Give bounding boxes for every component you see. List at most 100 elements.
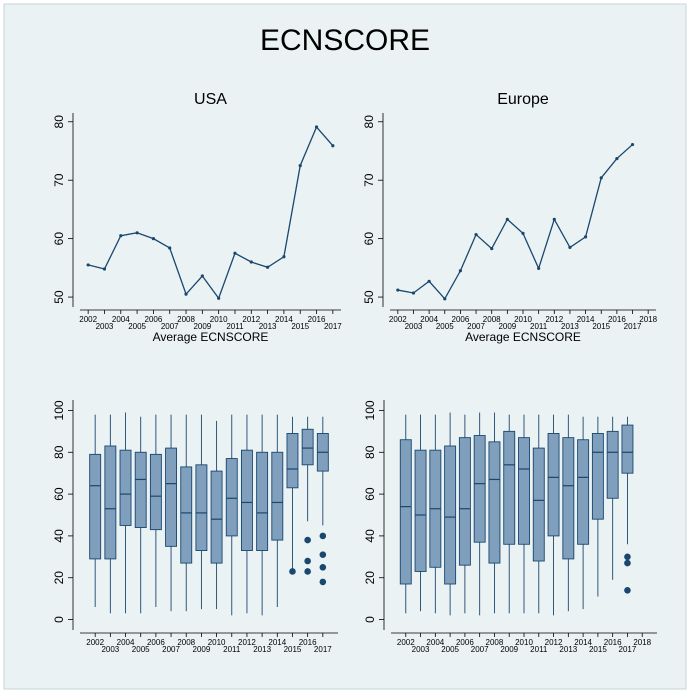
box xyxy=(119,449,132,526)
point xyxy=(217,296,221,300)
x-tick-label: 2003 xyxy=(101,645,119,654)
x-tick-label: 2010 xyxy=(515,638,533,647)
point xyxy=(151,237,156,241)
y-tick-label: 80 xyxy=(362,115,376,129)
y-tick-label: 60 xyxy=(363,487,377,501)
y-tick-label: 100 xyxy=(52,400,66,420)
x-tick-label: 2016 xyxy=(308,315,326,324)
box xyxy=(562,437,575,560)
point xyxy=(249,260,253,264)
outlier xyxy=(289,568,296,575)
point xyxy=(630,142,635,147)
outlier xyxy=(319,578,327,586)
y-tick-label: 50 xyxy=(362,290,376,304)
x-tick-label: 2005 xyxy=(128,322,146,331)
x-tick-label: 2009 xyxy=(193,322,211,331)
x-tick-label: 2007 xyxy=(467,322,485,331)
x-tick-label: 2014 xyxy=(268,638,286,647)
x-tick-label: 2017 xyxy=(324,322,342,331)
point xyxy=(537,266,541,271)
x-tick-label: 2008 xyxy=(483,315,501,324)
box xyxy=(195,464,208,551)
x-axis-title: Average ECNSCORE xyxy=(153,330,269,344)
box xyxy=(606,430,619,499)
x-tick-label: 2016 xyxy=(604,638,622,647)
point xyxy=(474,232,478,237)
x-tick-label: 2006 xyxy=(145,315,163,324)
point xyxy=(583,235,588,239)
point xyxy=(490,246,494,251)
box xyxy=(165,447,178,547)
panel-title: USA xyxy=(194,91,227,108)
outlier xyxy=(624,586,631,594)
outlier xyxy=(304,568,311,575)
point xyxy=(265,265,270,269)
x-tick-label: 2018 xyxy=(639,315,657,324)
box xyxy=(149,453,162,531)
y-tick-label: 80 xyxy=(52,445,66,459)
x-tick-label: 2008 xyxy=(486,638,504,647)
panel-title: Europe xyxy=(497,91,549,108)
x-tick-label: 2007 xyxy=(471,645,489,654)
line xyxy=(397,144,633,300)
x-tick-label: 2003 xyxy=(96,322,114,331)
box xyxy=(458,437,471,566)
box xyxy=(547,433,560,537)
x-tick-label: 2009 xyxy=(500,645,518,654)
chart-title: ECNSCORE xyxy=(260,24,430,57)
x-tick-label: 2009 xyxy=(498,322,516,331)
box xyxy=(488,441,501,564)
point xyxy=(168,246,172,250)
x-tick-label: 2012 xyxy=(545,638,563,647)
y-tick-label: 60 xyxy=(52,232,66,246)
box xyxy=(104,445,117,560)
x-tick-label: 2009 xyxy=(193,645,211,654)
y-tick-label: 40 xyxy=(52,529,66,543)
x-tick-label: 2015 xyxy=(284,645,302,654)
x-tick-label: 2013 xyxy=(259,322,277,331)
x-tick-label: 2016 xyxy=(299,638,317,647)
x-tick-label: 2006 xyxy=(456,638,474,647)
box xyxy=(444,445,457,585)
outlier xyxy=(319,532,327,540)
x-tick-label: 2017 xyxy=(314,645,332,654)
point xyxy=(552,217,556,221)
x-tick-label: 2005 xyxy=(132,645,150,654)
y-tick-label: 0 xyxy=(363,616,377,623)
y-tick-label: 70 xyxy=(52,173,66,187)
point xyxy=(521,231,525,235)
x-axis-title: Average ECNSCORE xyxy=(465,330,581,344)
box xyxy=(225,458,238,537)
box xyxy=(532,447,545,562)
outlier xyxy=(319,563,327,571)
outlier xyxy=(304,536,311,544)
x-tick-label: 2010 xyxy=(514,315,532,324)
point xyxy=(427,279,431,283)
x-tick-label: 2011 xyxy=(530,322,548,331)
point xyxy=(568,245,572,249)
box xyxy=(399,439,412,585)
box xyxy=(240,449,253,551)
box xyxy=(210,470,223,564)
x-tick-label: 2004 xyxy=(426,638,444,647)
y-tick-label: 50 xyxy=(52,290,66,304)
x-tick-label: 2005 xyxy=(436,322,454,331)
x-tick-label: 2015 xyxy=(589,645,607,654)
y-tick-label: 100 xyxy=(363,400,377,420)
y-tick-label: 80 xyxy=(52,115,66,129)
x-tick-label: 2010 xyxy=(208,638,226,647)
x-tick-label: 2002 xyxy=(79,315,97,324)
x-tick-label: 2012 xyxy=(242,315,260,324)
point xyxy=(443,297,447,301)
box xyxy=(473,435,486,543)
point xyxy=(200,274,204,278)
y-tick-label: 70 xyxy=(362,173,376,187)
x-tick-label: 2006 xyxy=(147,638,165,647)
x-tick-label: 2015 xyxy=(592,322,610,331)
point xyxy=(411,291,416,295)
box xyxy=(256,451,269,551)
point xyxy=(184,292,188,296)
y-tick-label: 20 xyxy=(363,571,377,585)
y-tick-label: 80 xyxy=(363,445,377,459)
